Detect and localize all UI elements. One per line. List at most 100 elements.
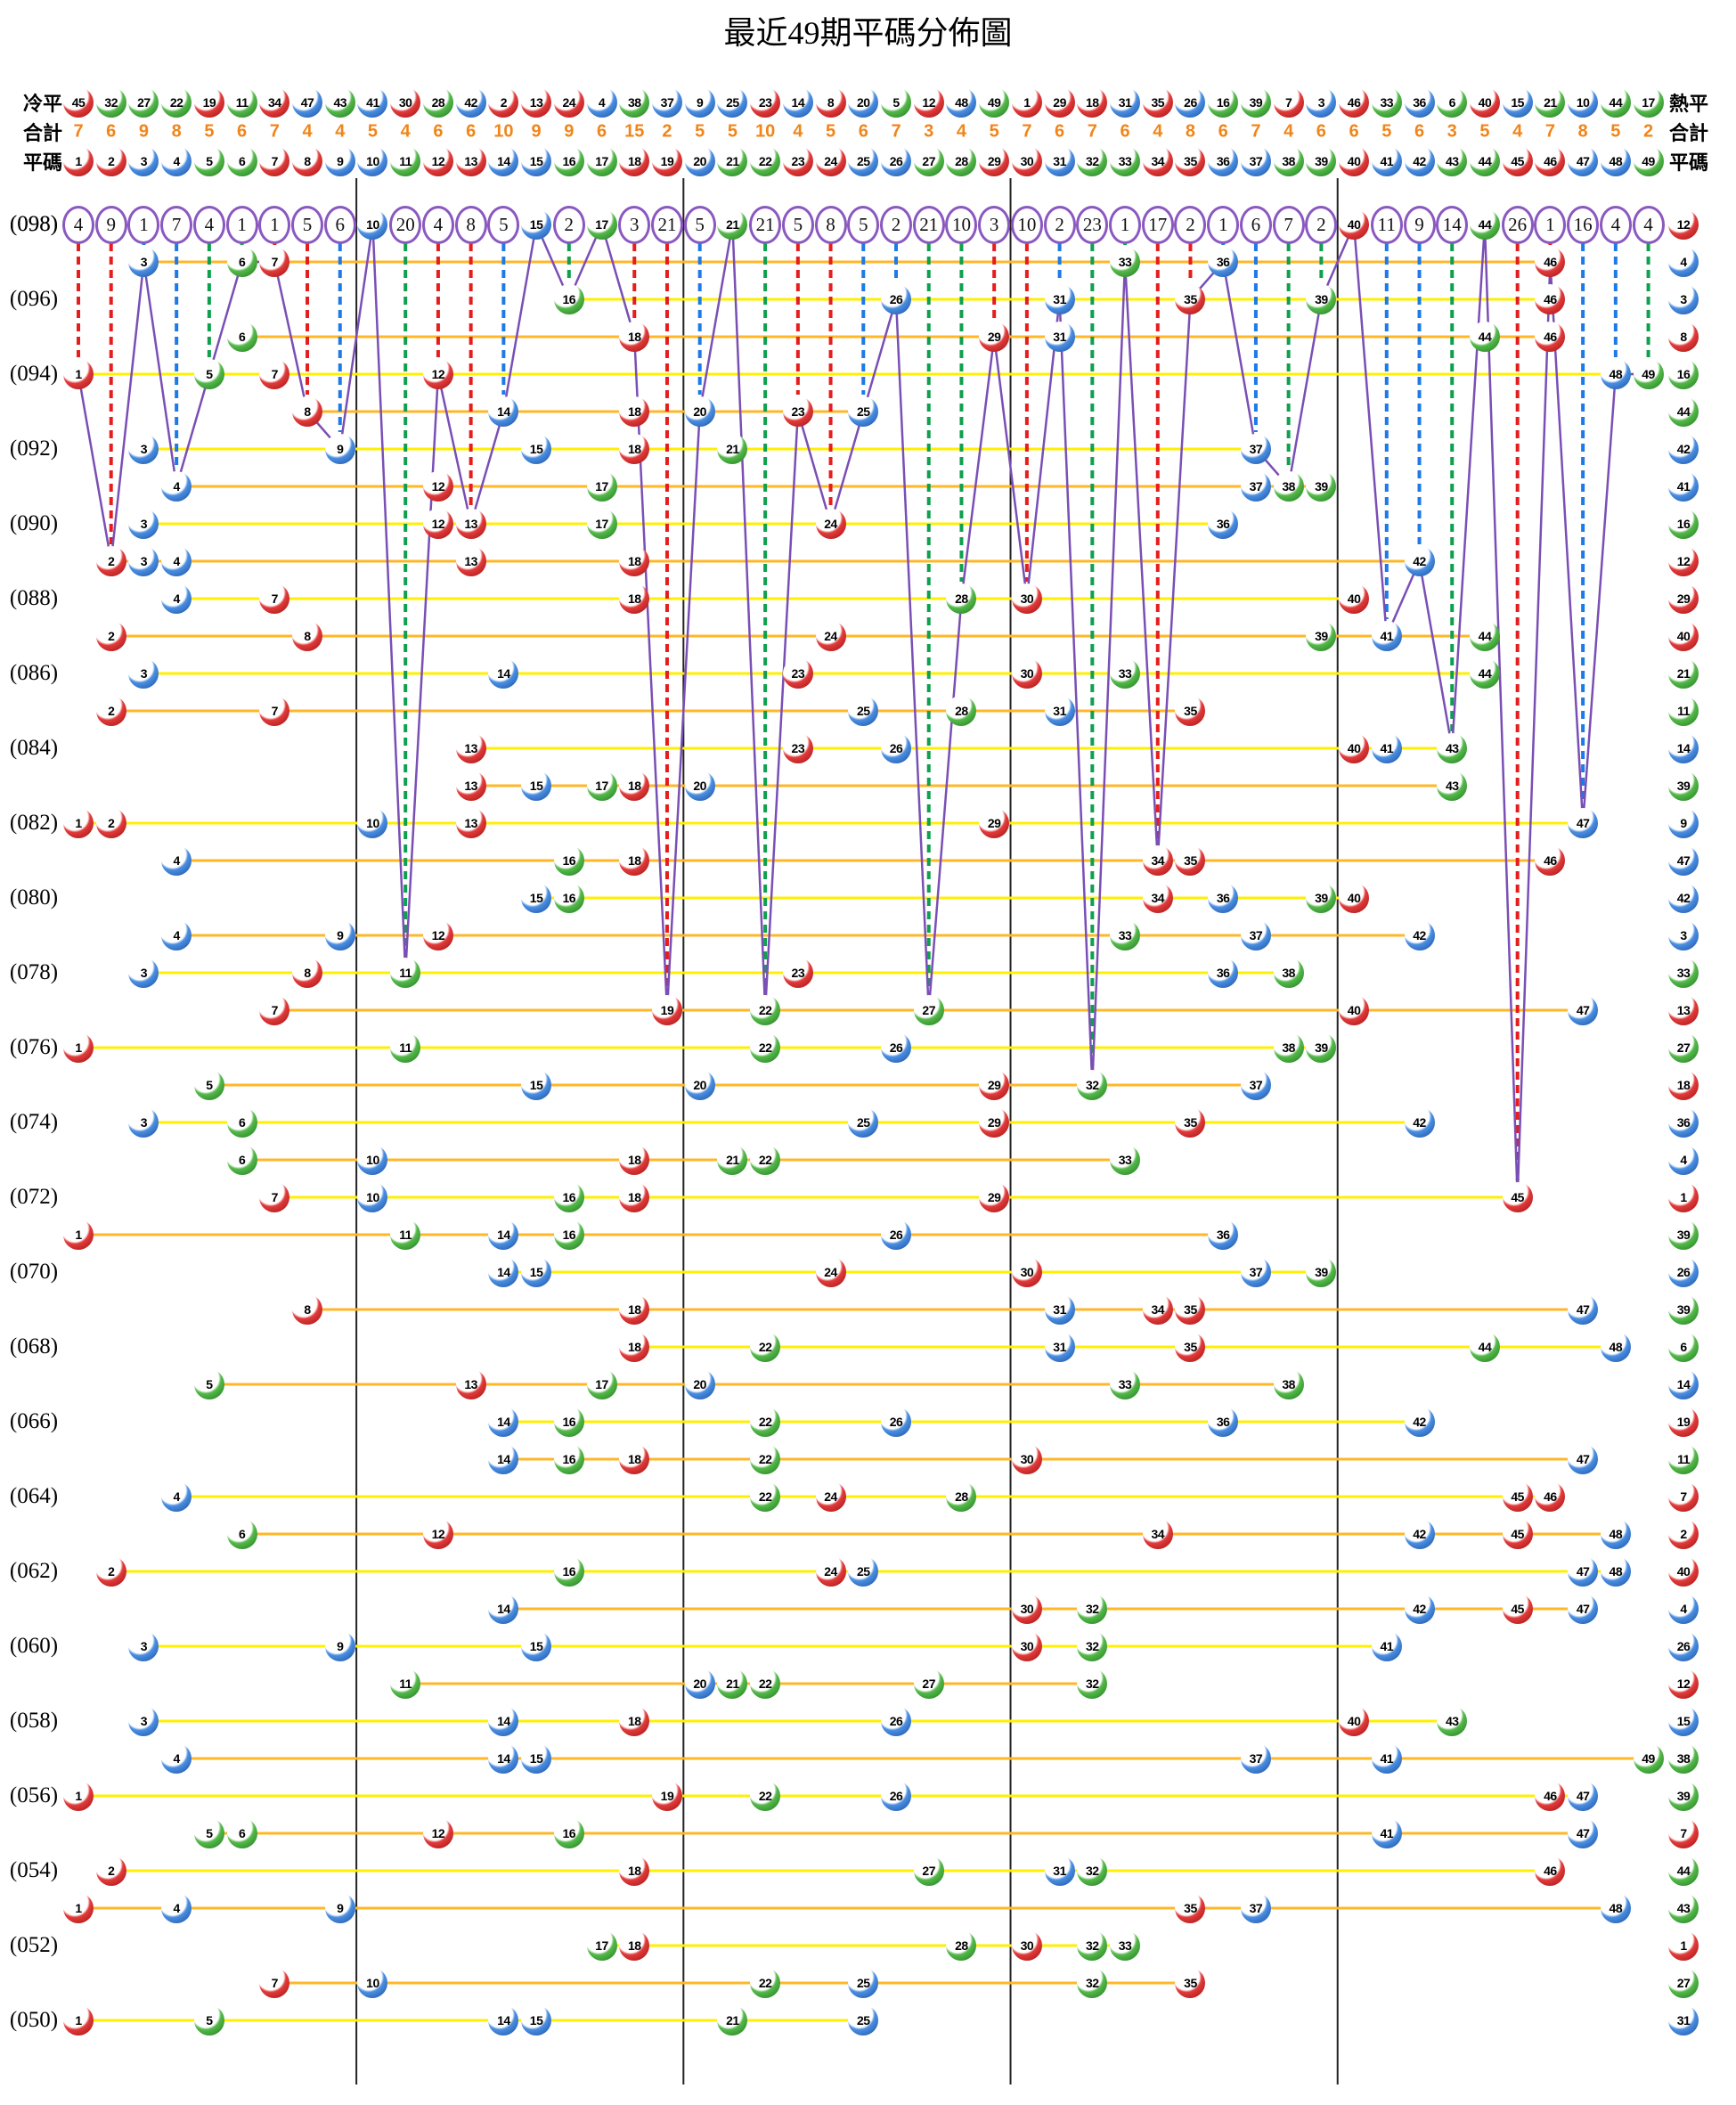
ping-number-ball: 39	[1306, 146, 1337, 176]
drawn-ball: 39	[1306, 621, 1337, 651]
cold-order-ball: 10	[1568, 87, 1599, 118]
gap-circle: 21	[749, 205, 782, 244]
column-total: 4	[1153, 121, 1163, 142]
drawn-ball: 9	[324, 920, 355, 951]
drawn-ball: 8	[292, 396, 323, 427]
drawn-ball: 16	[553, 1220, 584, 1250]
drawn-ball: 19	[651, 1781, 682, 1811]
special-ball: 44	[1668, 1856, 1699, 1886]
special-ball: 9	[1668, 808, 1699, 838]
drawn-ball: 16	[553, 1556, 584, 1587]
row-label: (084)	[9, 736, 59, 760]
column-total: 6	[466, 121, 477, 142]
drawn-ball: 33	[1110, 1369, 1141, 1399]
drawn-ball: 21	[717, 434, 748, 464]
special-ball: 16	[1668, 359, 1699, 389]
drawn-ball: 40	[1339, 1706, 1370, 1736]
drawn-ball: 37	[1240, 920, 1271, 951]
cold-order-ball: 19	[193, 87, 224, 118]
drawn-ball: 22	[750, 1407, 781, 1437]
drawn-ball: 2	[95, 546, 126, 576]
drawn-ball: 18	[619, 771, 650, 801]
drawn-ball: 3	[128, 546, 159, 576]
drawn-ball: 25	[848, 1968, 879, 1998]
column-total: 6	[1349, 121, 1359, 142]
drawn-ball: 3	[128, 1107, 159, 1138]
drawn-ball: 18	[619, 322, 650, 352]
column-total: 6	[1218, 121, 1228, 142]
special-ball: 39	[1668, 1220, 1699, 1250]
cold-order-ball: 13	[521, 87, 552, 118]
drawn-ball: 15	[521, 883, 552, 913]
drawn-ball: 16	[553, 1182, 584, 1212]
drawn-ball: 45	[1502, 1481, 1533, 1512]
drawn-ball: 35	[1175, 696, 1206, 726]
ping-number-ball: 2	[95, 146, 126, 176]
gap-circle: 5	[781, 205, 814, 244]
ping-number-ball: 29	[979, 146, 1010, 176]
drawn-ball: 7	[259, 696, 290, 726]
drawn-ball: 37	[1240, 434, 1271, 464]
cold-order-ball: 40	[1469, 87, 1500, 118]
drawn-ball: 22	[750, 1332, 781, 1362]
gap-circle: 5	[847, 205, 880, 244]
ping-number-ball: 45	[1502, 146, 1533, 176]
drawn-ball: 35	[1175, 284, 1206, 314]
drawn-ball: 20	[684, 771, 715, 801]
special-ball: 11	[1668, 696, 1699, 726]
drawn-ball: 38	[1273, 1369, 1304, 1399]
drawn-ball: 4	[161, 583, 192, 614]
ping-number-ball: 30	[1011, 146, 1042, 176]
column-total: 2	[662, 121, 672, 142]
drawn-ball: 16	[553, 1407, 584, 1437]
drawn-ball: 41	[1371, 1743, 1402, 1774]
drawn-ball: 11	[390, 1032, 421, 1063]
drawn-ball: 42	[1404, 920, 1435, 951]
special-ball: 42	[1668, 434, 1699, 464]
drawn-ball: 38	[1273, 1032, 1304, 1063]
drawn-ball: 33	[1110, 247, 1141, 277]
drawn-ball: 18	[619, 1444, 650, 1474]
gap-circle: 7	[160, 205, 193, 244]
gap-circle: 10	[945, 205, 978, 244]
special-ball: 8	[1668, 322, 1699, 352]
drawn-ball: 44	[1469, 1332, 1500, 1362]
cold-order-ball: 23	[750, 87, 781, 118]
drawn-ball: 43	[1437, 1706, 1468, 1736]
cold-order-ball: 43	[324, 87, 355, 118]
drawn-ball: 48	[1600, 359, 1631, 389]
drawn-ball: 48	[1600, 1519, 1631, 1549]
drawn-ball: 18	[619, 1930, 650, 1961]
special-ball: 12	[1668, 1668, 1699, 1699]
drawn-ball: 31	[1044, 284, 1075, 314]
special-ball: 14	[1668, 733, 1699, 763]
drawn-ball: 14	[488, 1444, 519, 1474]
gap-circle: 8	[814, 205, 847, 244]
row-label: (092)	[9, 437, 59, 461]
cold-order-ball: 41	[357, 87, 388, 118]
gap-circle: 21	[650, 205, 683, 244]
drawn-ball: 10	[357, 209, 388, 240]
drawn-ball: 33	[1110, 1145, 1141, 1175]
drawn-ball: 15	[521, 2005, 552, 2036]
ping-number-ball: 46	[1535, 146, 1566, 176]
column-total: 5	[989, 121, 999, 142]
drawn-ball: 25	[848, 1556, 879, 1587]
column-total: 10	[754, 121, 776, 142]
drawn-ball: 18	[619, 1145, 650, 1175]
drawn-ball: 10	[357, 808, 388, 838]
drawn-ball: 14	[488, 1220, 519, 1250]
drawn-ball: 30	[1011, 1257, 1042, 1287]
drawn-ball: 4	[161, 845, 192, 876]
column-total: 6	[106, 121, 117, 142]
column-total: 7	[1251, 121, 1261, 142]
drawn-ball: 27	[913, 1668, 944, 1699]
drawn-ball: 35	[1175, 845, 1206, 876]
cold-order-ball: 31	[1110, 87, 1141, 118]
ping-number-ball: 4	[161, 146, 192, 176]
drawn-ball: 16	[553, 1818, 584, 1848]
column-total: 3	[924, 121, 934, 142]
drawn-ball: 24	[815, 509, 846, 539]
drawn-ball: 6	[226, 322, 257, 352]
column-total: 7	[1022, 121, 1032, 142]
